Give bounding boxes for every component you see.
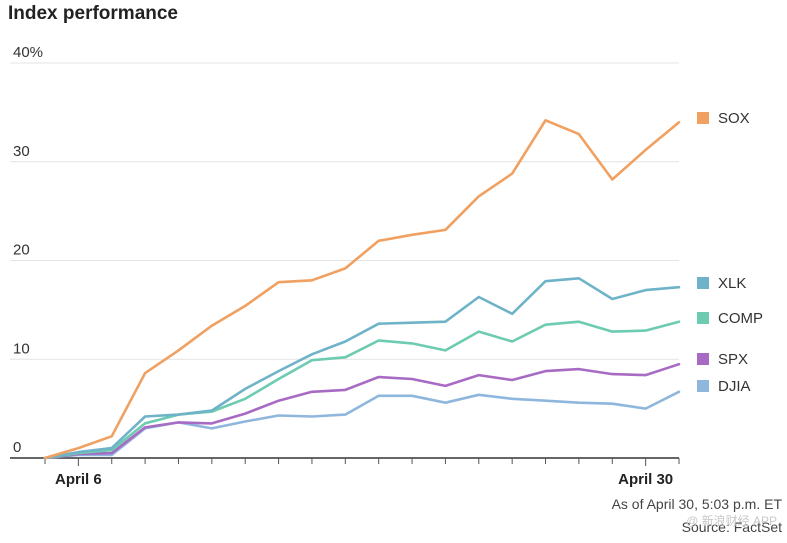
legend-swatch-spx xyxy=(697,353,709,365)
grid-lines xyxy=(10,62,679,360)
legend-swatch-comp xyxy=(697,312,709,324)
legend-swatch-djia xyxy=(697,380,709,392)
watermark: @ 新浪财经 APP xyxy=(686,514,777,528)
legend-label-sox: SOX xyxy=(718,110,750,127)
series-line-comp xyxy=(43,320,681,460)
legend-label-comp: COMP xyxy=(718,310,763,327)
y-tick-label: 30 xyxy=(13,143,30,160)
legend-swatch-xlk xyxy=(697,277,709,289)
series-line-sox xyxy=(43,119,681,460)
y-tick-label: 0 xyxy=(13,439,21,456)
legend: SOX XLK COMP SPX DJIA xyxy=(697,110,763,395)
y-tick-label: 20 xyxy=(13,242,30,259)
chart-title: Index performance xyxy=(8,3,178,24)
legend-label-xlk: XLK xyxy=(718,275,746,292)
source-note: Source: FactSet xyxy=(681,519,782,535)
legend-swatch-sox xyxy=(697,112,709,124)
y-tick-label: 40% xyxy=(13,44,43,61)
series-lines xyxy=(43,119,681,460)
series-line-djia xyxy=(43,390,681,460)
legend-label-spx: SPX xyxy=(718,351,748,368)
x-tick-label: April 6 xyxy=(55,471,102,488)
x-tick-label: April 30 xyxy=(618,471,673,488)
x-axis: April 6 April 30 xyxy=(10,457,680,488)
series-line-xlk xyxy=(43,277,681,460)
y-tick-label: 10 xyxy=(13,340,30,357)
series-line-spx xyxy=(43,362,681,460)
y-axis-ticks: 0 10 20 30 40% xyxy=(13,44,43,456)
as-of-note: As of April 30, 5:03 p.m. ET xyxy=(611,496,782,512)
legend-label-djia: DJIA xyxy=(718,378,751,395)
